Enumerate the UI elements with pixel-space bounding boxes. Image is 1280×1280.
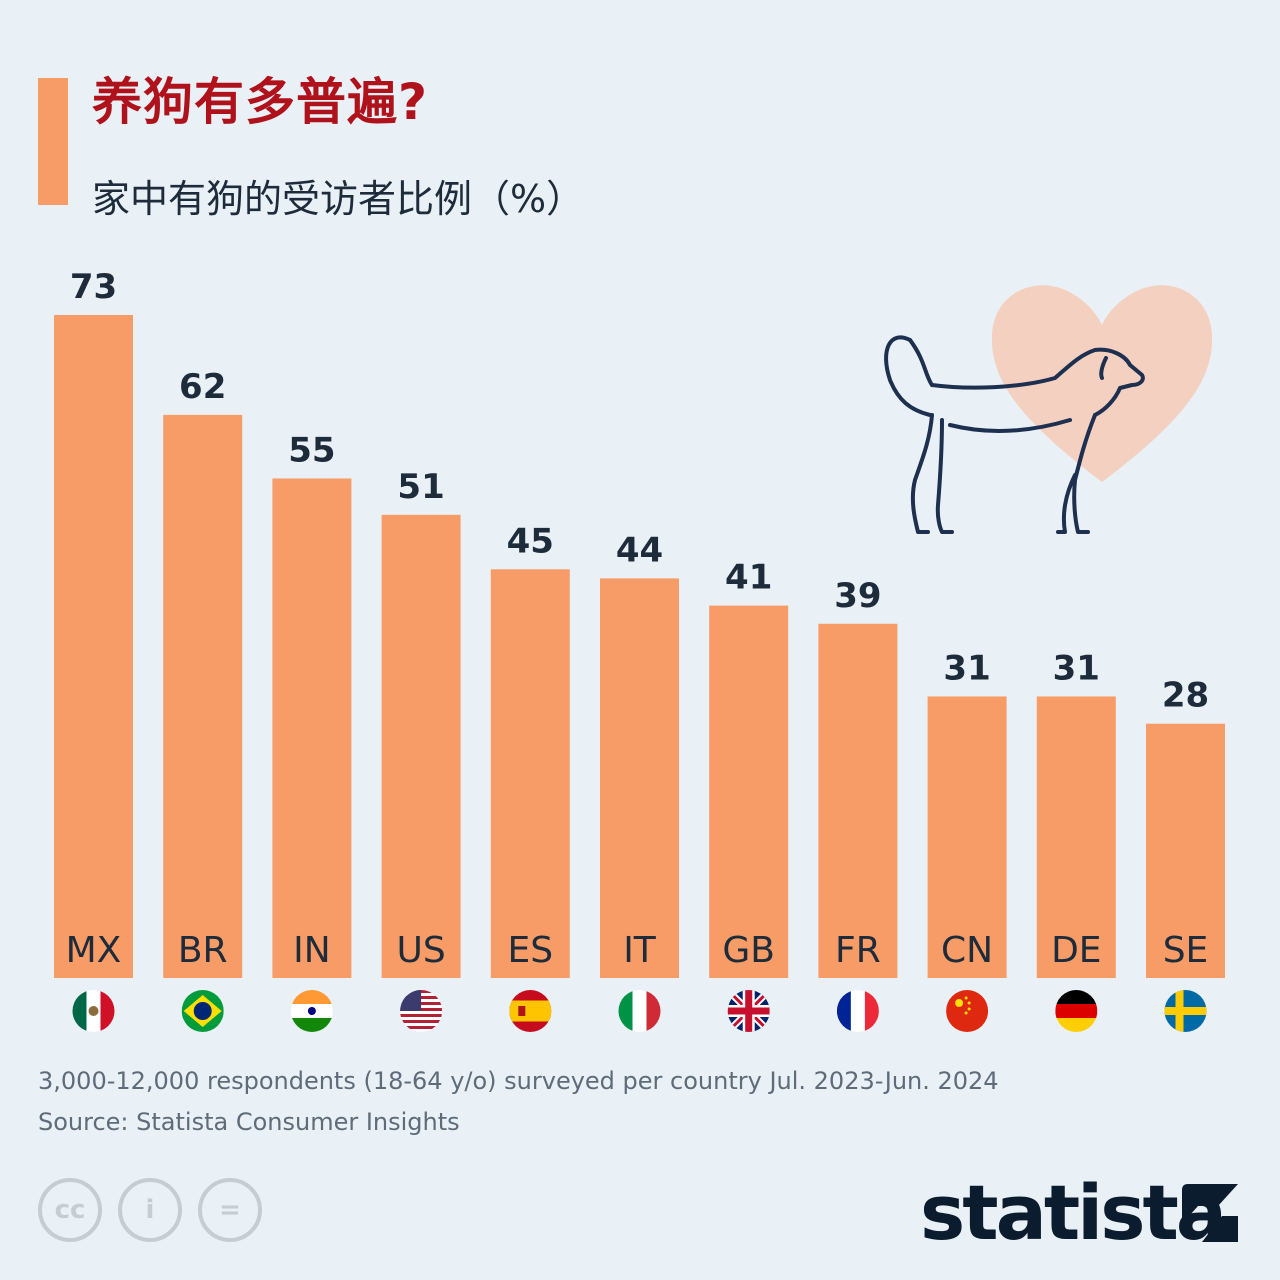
value-label-it: 44 xyxy=(616,530,663,570)
dog-heart-icon xyxy=(884,285,1213,534)
bar-br xyxy=(163,414,243,978)
usa-flag-icon xyxy=(400,990,443,1032)
footnote: 3,000-12,000 respondents (18-64 y/o) sur… xyxy=(38,1067,999,1095)
india-flag-icon xyxy=(290,990,333,1032)
license-icons: cc i = xyxy=(38,1178,262,1242)
bar-chart: 73 MX 62 BR 55 IN 51 US 45 ES 44 IT 41 GB 39 FR 31 CN 31 DE… xyxy=(54,267,1225,1032)
italy-flag-icon xyxy=(618,990,661,1032)
value-label-in: 55 xyxy=(288,430,335,470)
category-label-es: ES xyxy=(507,930,553,971)
no-derivatives-icon[interactable]: = xyxy=(198,1178,262,1242)
statista-logo[interactable]: statista xyxy=(920,1168,1227,1257)
bar-fr xyxy=(818,623,898,978)
france-flag-icon xyxy=(836,990,879,1032)
category-label-cn: CN xyxy=(941,930,993,971)
bar-es xyxy=(490,569,570,978)
category-label-gb: GB xyxy=(722,930,775,971)
bar-gb xyxy=(709,605,789,978)
bar-it xyxy=(600,578,679,978)
value-label-de: 31 xyxy=(1053,648,1100,688)
chart-title: 养狗有多普遍? xyxy=(92,73,429,131)
value-label-cn: 31 xyxy=(943,648,990,688)
bar-cn xyxy=(927,696,1007,978)
category-label-in: IN xyxy=(293,930,331,971)
category-label-it: IT xyxy=(623,930,657,971)
attribution-icon[interactable]: i xyxy=(118,1178,182,1242)
chart-subtitle: 家中有狗的受访者比例（%） xyxy=(92,177,585,221)
value-label-es: 45 xyxy=(507,521,554,561)
cc-icon[interactable]: cc xyxy=(38,1178,102,1242)
value-label-se: 28 xyxy=(1162,676,1209,716)
spain-flag-icon xyxy=(509,990,552,1032)
china-flag-icon xyxy=(946,990,989,1032)
value-label-fr: 39 xyxy=(834,576,881,616)
category-label-de: DE xyxy=(1051,930,1101,971)
source-note: Source: Statista Consumer Insights xyxy=(38,1108,460,1136)
value-label-gb: 41 xyxy=(725,558,772,598)
category-label-br: BR xyxy=(178,930,228,971)
accent-bar xyxy=(38,78,68,205)
category-label-mx: MX xyxy=(66,930,122,971)
bar-us xyxy=(381,514,461,978)
value-label-mx: 73 xyxy=(70,267,117,307)
category-label-fr: FR xyxy=(835,930,881,971)
sweden-flag-icon xyxy=(1164,990,1207,1032)
statista-logo-mark-icon xyxy=(1182,1184,1238,1242)
brazil-flag-icon xyxy=(181,990,224,1032)
bar-mx xyxy=(54,315,133,978)
value-label-br: 62 xyxy=(179,367,226,407)
category-label-se: SE xyxy=(1163,930,1209,971)
bar-se xyxy=(1146,723,1225,978)
value-label-us: 51 xyxy=(397,467,444,507)
uk-flag-icon xyxy=(727,990,770,1032)
bar-de xyxy=(1036,696,1116,978)
germany-flag-icon xyxy=(1055,990,1098,1032)
category-label-us: US xyxy=(396,930,445,971)
bar-in xyxy=(272,478,352,978)
mexico-flag-icon xyxy=(72,990,115,1032)
